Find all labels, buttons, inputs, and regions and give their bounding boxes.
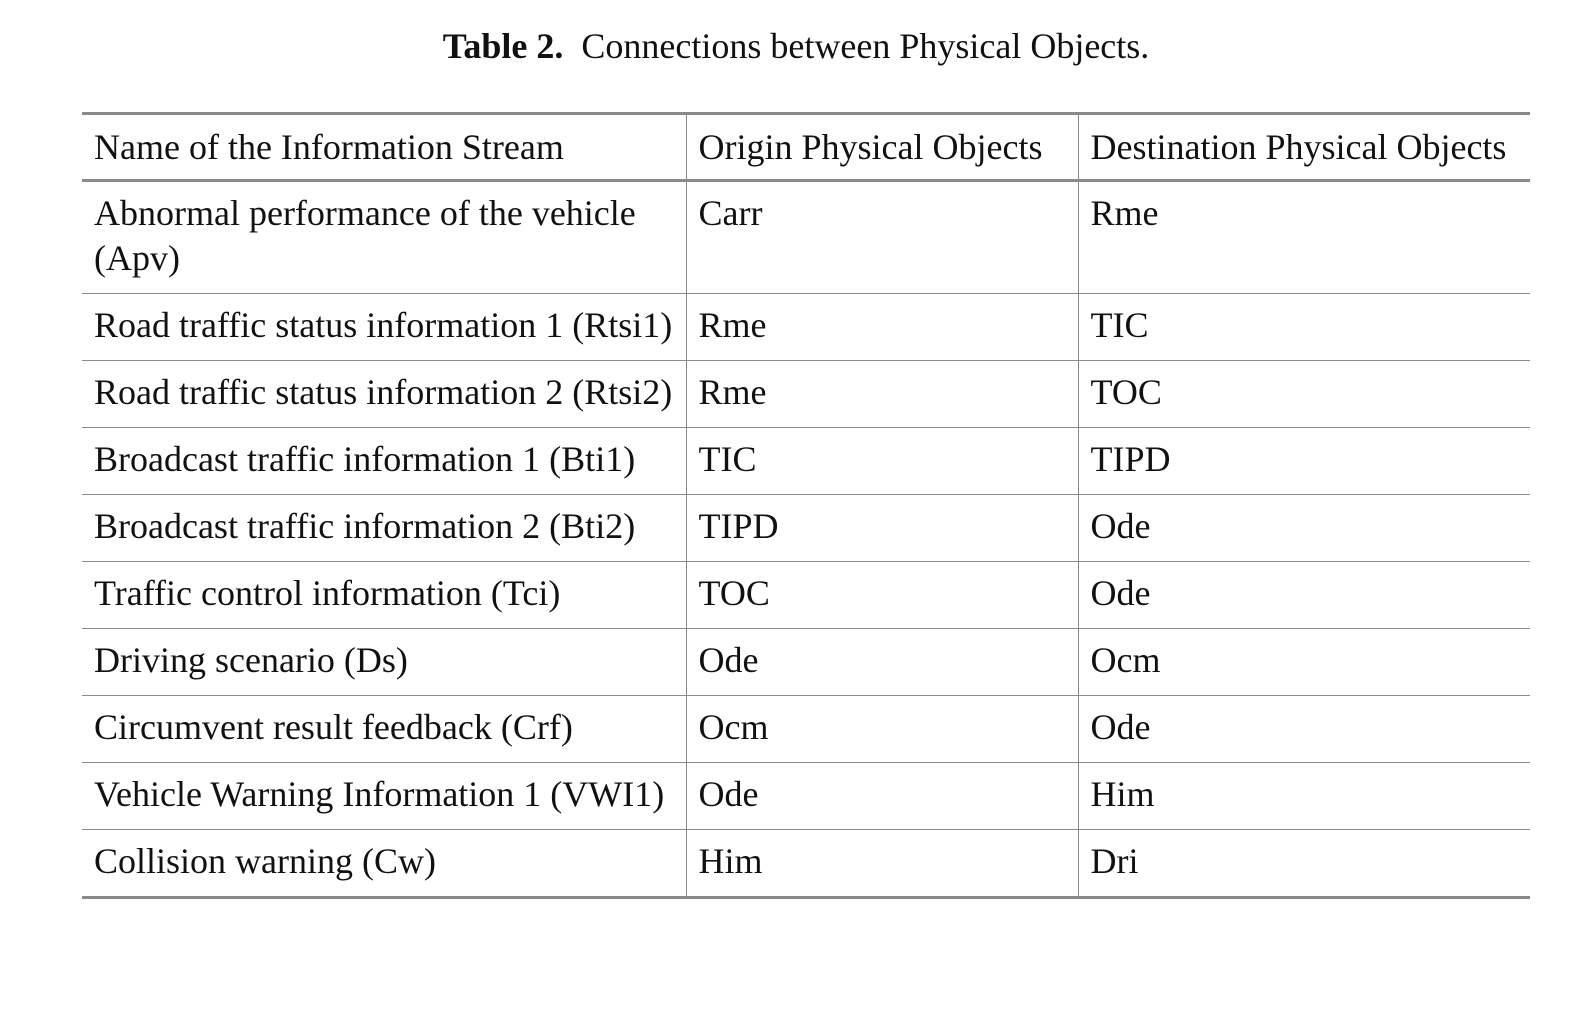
- table-row: Broadcast traffic information 2 (Bti2) T…: [82, 494, 1530, 562]
- stream-name-cell: Broadcast traffic information 1 (Bti1): [82, 427, 686, 495]
- table-row: Road traffic status information 2 (Rtsi2…: [82, 360, 1530, 428]
- origin-cell: Carr: [685, 180, 1078, 294]
- stream-name-cell: Broadcast traffic information 2 (Bti2): [82, 494, 686, 562]
- origin-cell: Ode: [685, 628, 1078, 696]
- connections-table: Name of the Information Stream Origin Ph…: [82, 112, 1530, 899]
- destination-cell: Ode: [1077, 494, 1530, 562]
- table-row: Vehicle Warning Information 1 (VWI1) Ode…: [82, 762, 1530, 830]
- table-caption: Table 2. Connections between Physical Obj…: [0, 24, 1592, 68]
- stream-name-cell: Traffic control information (Tci): [82, 561, 686, 629]
- destination-cell: TIC: [1077, 293, 1530, 361]
- table-row: Collision warning (Cw) Him Dri: [82, 829, 1530, 899]
- destination-cell: Ode: [1077, 695, 1530, 763]
- stream-name-cell: Circumvent result feedback (Crf): [82, 695, 686, 763]
- stream-name-cell: Road traffic status information 1 (Rtsi1…: [82, 293, 686, 361]
- stream-name-cell: Abnormal performance of the vehicle (Apv…: [82, 180, 686, 294]
- origin-cell: TOC: [685, 561, 1078, 629]
- header-information-stream: Name of the Information Stream: [82, 113, 686, 182]
- stream-name-cell: Collision warning (Cw): [82, 829, 686, 899]
- origin-cell: TIC: [685, 427, 1078, 495]
- table-title: Connections between Physical Objects.: [581, 26, 1150, 66]
- origin-cell: TIPD: [685, 494, 1078, 562]
- origin-cell: Rme: [685, 293, 1078, 361]
- stream-name-cell: Road traffic status information 2 (Rtsi2…: [82, 360, 686, 428]
- stream-name-cell: Driving scenario (Ds): [82, 628, 686, 696]
- table-number: Table 2.: [442, 26, 564, 66]
- origin-cell: Ocm: [685, 695, 1078, 763]
- table-row: Abnormal performance of the vehicle (Apv…: [82, 180, 1530, 294]
- table-row: Traffic control information (Tci) TOC Od…: [82, 561, 1530, 629]
- destination-cell: Ocm: [1077, 628, 1530, 696]
- origin-cell: Ode: [685, 762, 1078, 830]
- header-origin: Origin Physical Objects: [685, 113, 1078, 182]
- destination-cell: Dri: [1077, 829, 1530, 899]
- stream-name-cell: Vehicle Warning Information 1 (VWI1): [82, 762, 686, 830]
- table-row: Broadcast traffic information 1 (Bti1) T…: [82, 427, 1530, 495]
- header-destination: Destination Physical Objects: [1077, 113, 1530, 182]
- destination-cell: Ode: [1077, 561, 1530, 629]
- header-row: Name of the Information Stream Origin Ph…: [82, 113, 1530, 182]
- origin-cell: Rme: [685, 360, 1078, 428]
- destination-cell: Him: [1077, 762, 1530, 830]
- table-row: Road traffic status information 1 (Rtsi1…: [82, 293, 1530, 361]
- table-row: Circumvent result feedback (Crf) Ocm Ode: [82, 695, 1530, 763]
- table-row: Driving scenario (Ds) Ode Ocm: [82, 628, 1530, 696]
- origin-cell: Him: [685, 829, 1078, 899]
- destination-cell: TIPD: [1077, 427, 1530, 495]
- destination-cell: TOC: [1077, 360, 1530, 428]
- destination-cell: Rme: [1077, 180, 1530, 294]
